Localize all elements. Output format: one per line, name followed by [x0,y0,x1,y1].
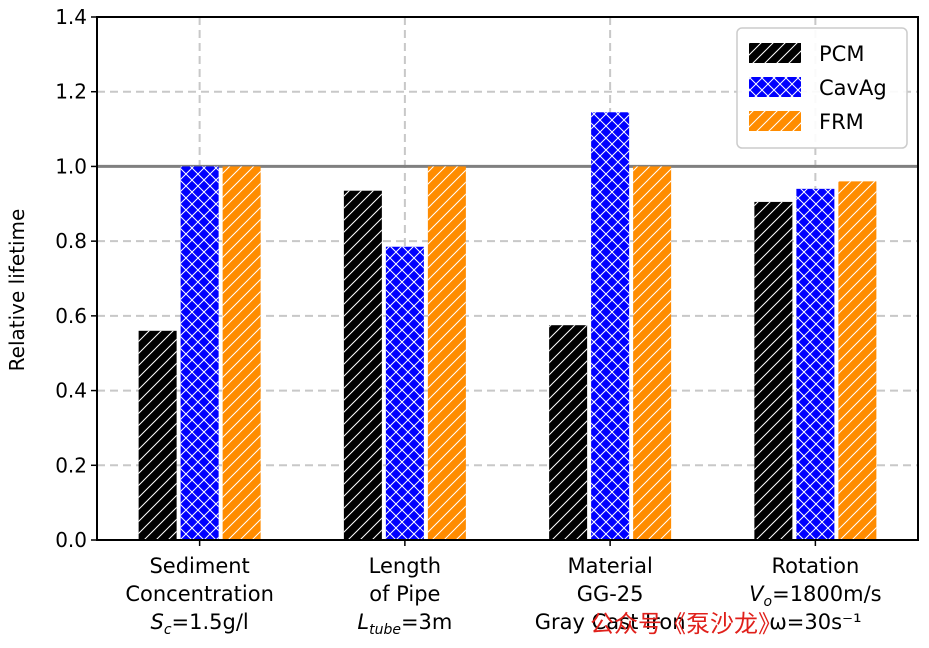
x-tick-label: Gray Cast Iron [535,610,686,634]
x-axis: Sediment Concentration Sc=1.5g/l Length of P… [125,540,882,638]
y-tick-label: 0.4 [55,379,87,403]
x-tick-label: Material [567,554,652,578]
plot-frame [96,16,919,541]
y-tick-label: 0.6 [55,304,87,328]
y-tick-label: 0.8 [55,229,87,253]
bar-hatch [385,246,424,540]
legend-label-cavag: CavAg [819,76,887,100]
bar-hatch [796,188,835,541]
bar-hatch [427,166,466,540]
x-tick-label: Rotation [771,554,859,578]
x-tick-label: GG-25 [577,582,644,606]
legend: PCM CavAg FRM [736,27,908,149]
y-tick-label: 1.0 [55,154,87,178]
x-tick-label: ω=30s⁻¹ [769,610,861,634]
y-axis: 0.0 0.2 0.4 0.6 0.8 1.0 1.2 1.4 [55,5,97,552]
bar-hatch [754,201,793,541]
y-tick-label: 0.0 [55,528,87,552]
x-tick-label: of Pipe [369,582,440,606]
x-tick-label: Ltube=3m [357,610,452,638]
legend-swatch-hatch [749,43,801,63]
y-tick-label: 0.2 [55,453,87,477]
bar-hatch [222,166,261,540]
y-tick-label: 1.4 [55,5,87,29]
y-axis-label: Relative lifetime [5,209,29,372]
bar-hatch [838,181,877,540]
bar-hatch [343,190,382,541]
bar-hatch [549,325,588,540]
watermark-text: 公众号《泵沙龙》 [590,610,782,638]
bar-hatch [633,166,672,540]
legend-label-frm: FRM [819,110,864,134]
bars [138,112,877,541]
bar-hatch [138,330,177,540]
x-tick-label: Length [369,554,441,578]
x-tick-label: Concentration [125,582,274,606]
y-tick-label: 1.2 [55,80,87,104]
bar-hatch [180,166,219,540]
legend-swatch-hatch [749,111,801,131]
legend-label-pcm: PCM [819,42,864,66]
x-tick-label: Vo=1800m/s [749,582,881,610]
legend-swatch-hatch [749,77,801,97]
x-tick-label: Sediment [149,554,249,578]
x-tick-label: Sc=1.5g/l [150,610,248,638]
bar-hatch [591,112,630,540]
